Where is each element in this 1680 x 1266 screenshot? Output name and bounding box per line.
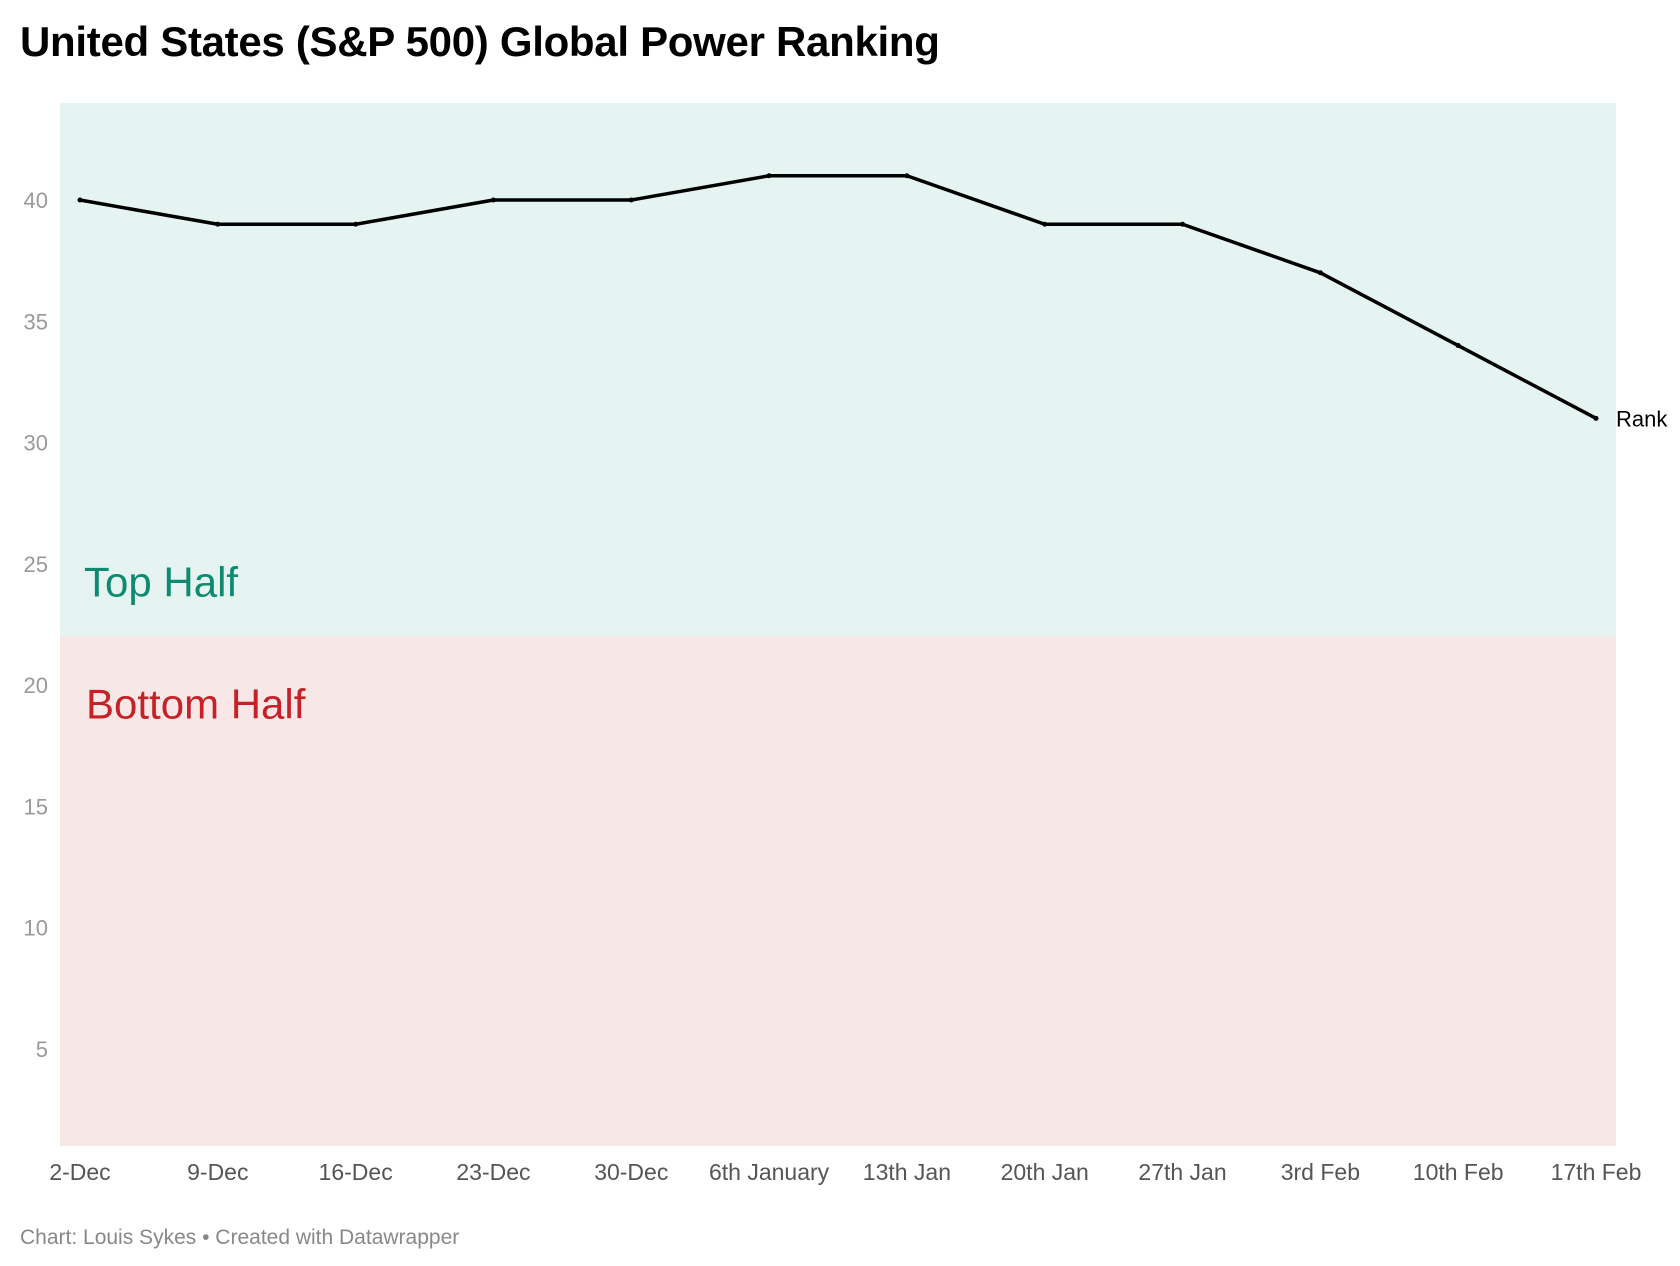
y-tick-label: 10: [24, 916, 48, 941]
series-layer: Rank: [77, 173, 1668, 431]
y-tick-label: 40: [24, 188, 48, 213]
data-point: [490, 197, 496, 203]
x-tick-label: 13th Jan: [863, 1159, 951, 1185]
data-point: [215, 221, 221, 227]
x-tick-label: 30-Dec: [594, 1159, 668, 1185]
footer-source: Chart: Louis Sykes: [20, 1226, 197, 1249]
x-tick-label: 27th Jan: [1138, 1159, 1226, 1185]
band-label-bottom-half: Bottom Half: [86, 681, 306, 728]
data-point: [1180, 221, 1186, 227]
x-tick-label: 2-Dec: [49, 1159, 110, 1185]
x-tick-label: 9-Dec: [187, 1159, 248, 1185]
band-top-half: [60, 103, 1616, 637]
y-tick-label: 20: [24, 673, 48, 698]
x-tick-label: 3rd Feb: [1281, 1159, 1360, 1185]
data-point: [1317, 270, 1323, 276]
footer-separator: •: [202, 1226, 210, 1249]
data-point: [628, 197, 634, 203]
series-line-rank: [78, 174, 1598, 421]
x-tick-label: 6th January: [709, 1159, 830, 1185]
x-tick-label: 10th Feb: [1413, 1159, 1504, 1185]
band-label-top-half: Top Half: [84, 559, 238, 606]
y-tick-label: 35: [24, 309, 48, 334]
series-label: Rank: [1616, 406, 1668, 431]
chart-title: United States (S&P 500) Global Power Ran…: [20, 18, 940, 65]
y-tick-label: 5: [36, 1037, 48, 1062]
x-tick-label: 16-Dec: [319, 1159, 393, 1185]
footer-credit: Created with Datawrapper: [215, 1226, 460, 1249]
band-bottom-half: [60, 636, 1616, 1146]
y-tick-label: 30: [24, 431, 48, 456]
chart-footer: Chart: Louis Sykes • Created with Datawr…: [20, 1226, 459, 1250]
data-point: [77, 197, 83, 203]
background-bands: Top Half Bottom Half: [60, 103, 1616, 1146]
y-axis: 5 10 15 20 25 30 35 40: [24, 188, 48, 1062]
y-tick-label: 25: [24, 552, 48, 577]
data-point: [904, 173, 910, 179]
data-point: [1042, 221, 1048, 227]
y-tick-label: 15: [24, 794, 48, 819]
data-point: [1455, 343, 1461, 349]
data-point: [353, 221, 359, 227]
data-point: [766, 173, 772, 179]
x-tick-label: 20th Jan: [1001, 1159, 1089, 1185]
x-tick-label: 17th Feb: [1551, 1159, 1642, 1185]
data-point: [1593, 415, 1599, 421]
x-tick-label: 23-Dec: [456, 1159, 530, 1185]
x-axis: 2-Dec 9-Dec 16-Dec 23-Dec 30-Dec 6th January 1…: [49, 1159, 1641, 1185]
